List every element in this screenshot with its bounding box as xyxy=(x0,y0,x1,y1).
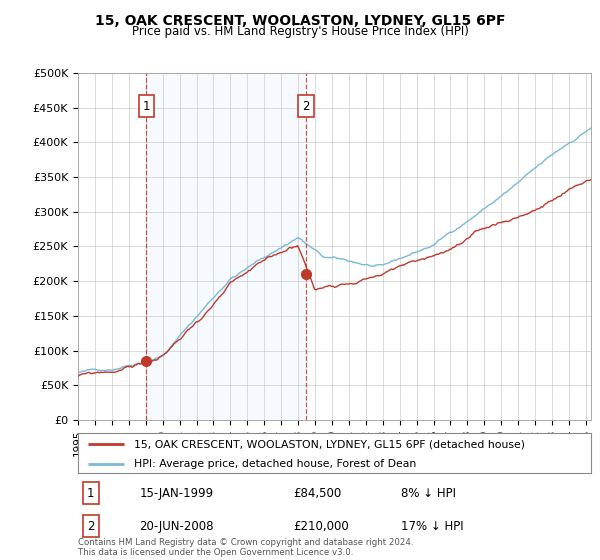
Bar xyxy=(146,73,306,420)
Text: £210,000: £210,000 xyxy=(293,520,349,533)
Text: 17% ↓ HPI: 17% ↓ HPI xyxy=(401,520,464,533)
Text: £84,500: £84,500 xyxy=(293,487,342,500)
Text: 15, OAK CRESCENT, WOOLASTON, LYDNEY, GL15 6PF: 15, OAK CRESCENT, WOOLASTON, LYDNEY, GL1… xyxy=(95,14,505,28)
Text: 1: 1 xyxy=(143,100,150,113)
Text: Price paid vs. HM Land Registry's House Price Index (HPI): Price paid vs. HM Land Registry's House … xyxy=(131,25,469,38)
Text: 2: 2 xyxy=(87,520,95,533)
Text: 8% ↓ HPI: 8% ↓ HPI xyxy=(401,487,456,500)
Text: 15-JAN-1999: 15-JAN-1999 xyxy=(140,487,214,500)
Text: HPI: Average price, detached house, Forest of Dean: HPI: Average price, detached house, Fore… xyxy=(134,459,416,469)
Text: 2: 2 xyxy=(302,100,310,113)
Text: 1: 1 xyxy=(87,487,95,500)
Text: Contains HM Land Registry data © Crown copyright and database right 2024.
This d: Contains HM Land Registry data © Crown c… xyxy=(78,538,413,557)
Text: 20-JUN-2008: 20-JUN-2008 xyxy=(140,520,214,533)
Text: 15, OAK CRESCENT, WOOLASTON, LYDNEY, GL15 6PF (detached house): 15, OAK CRESCENT, WOOLASTON, LYDNEY, GL1… xyxy=(134,439,526,449)
